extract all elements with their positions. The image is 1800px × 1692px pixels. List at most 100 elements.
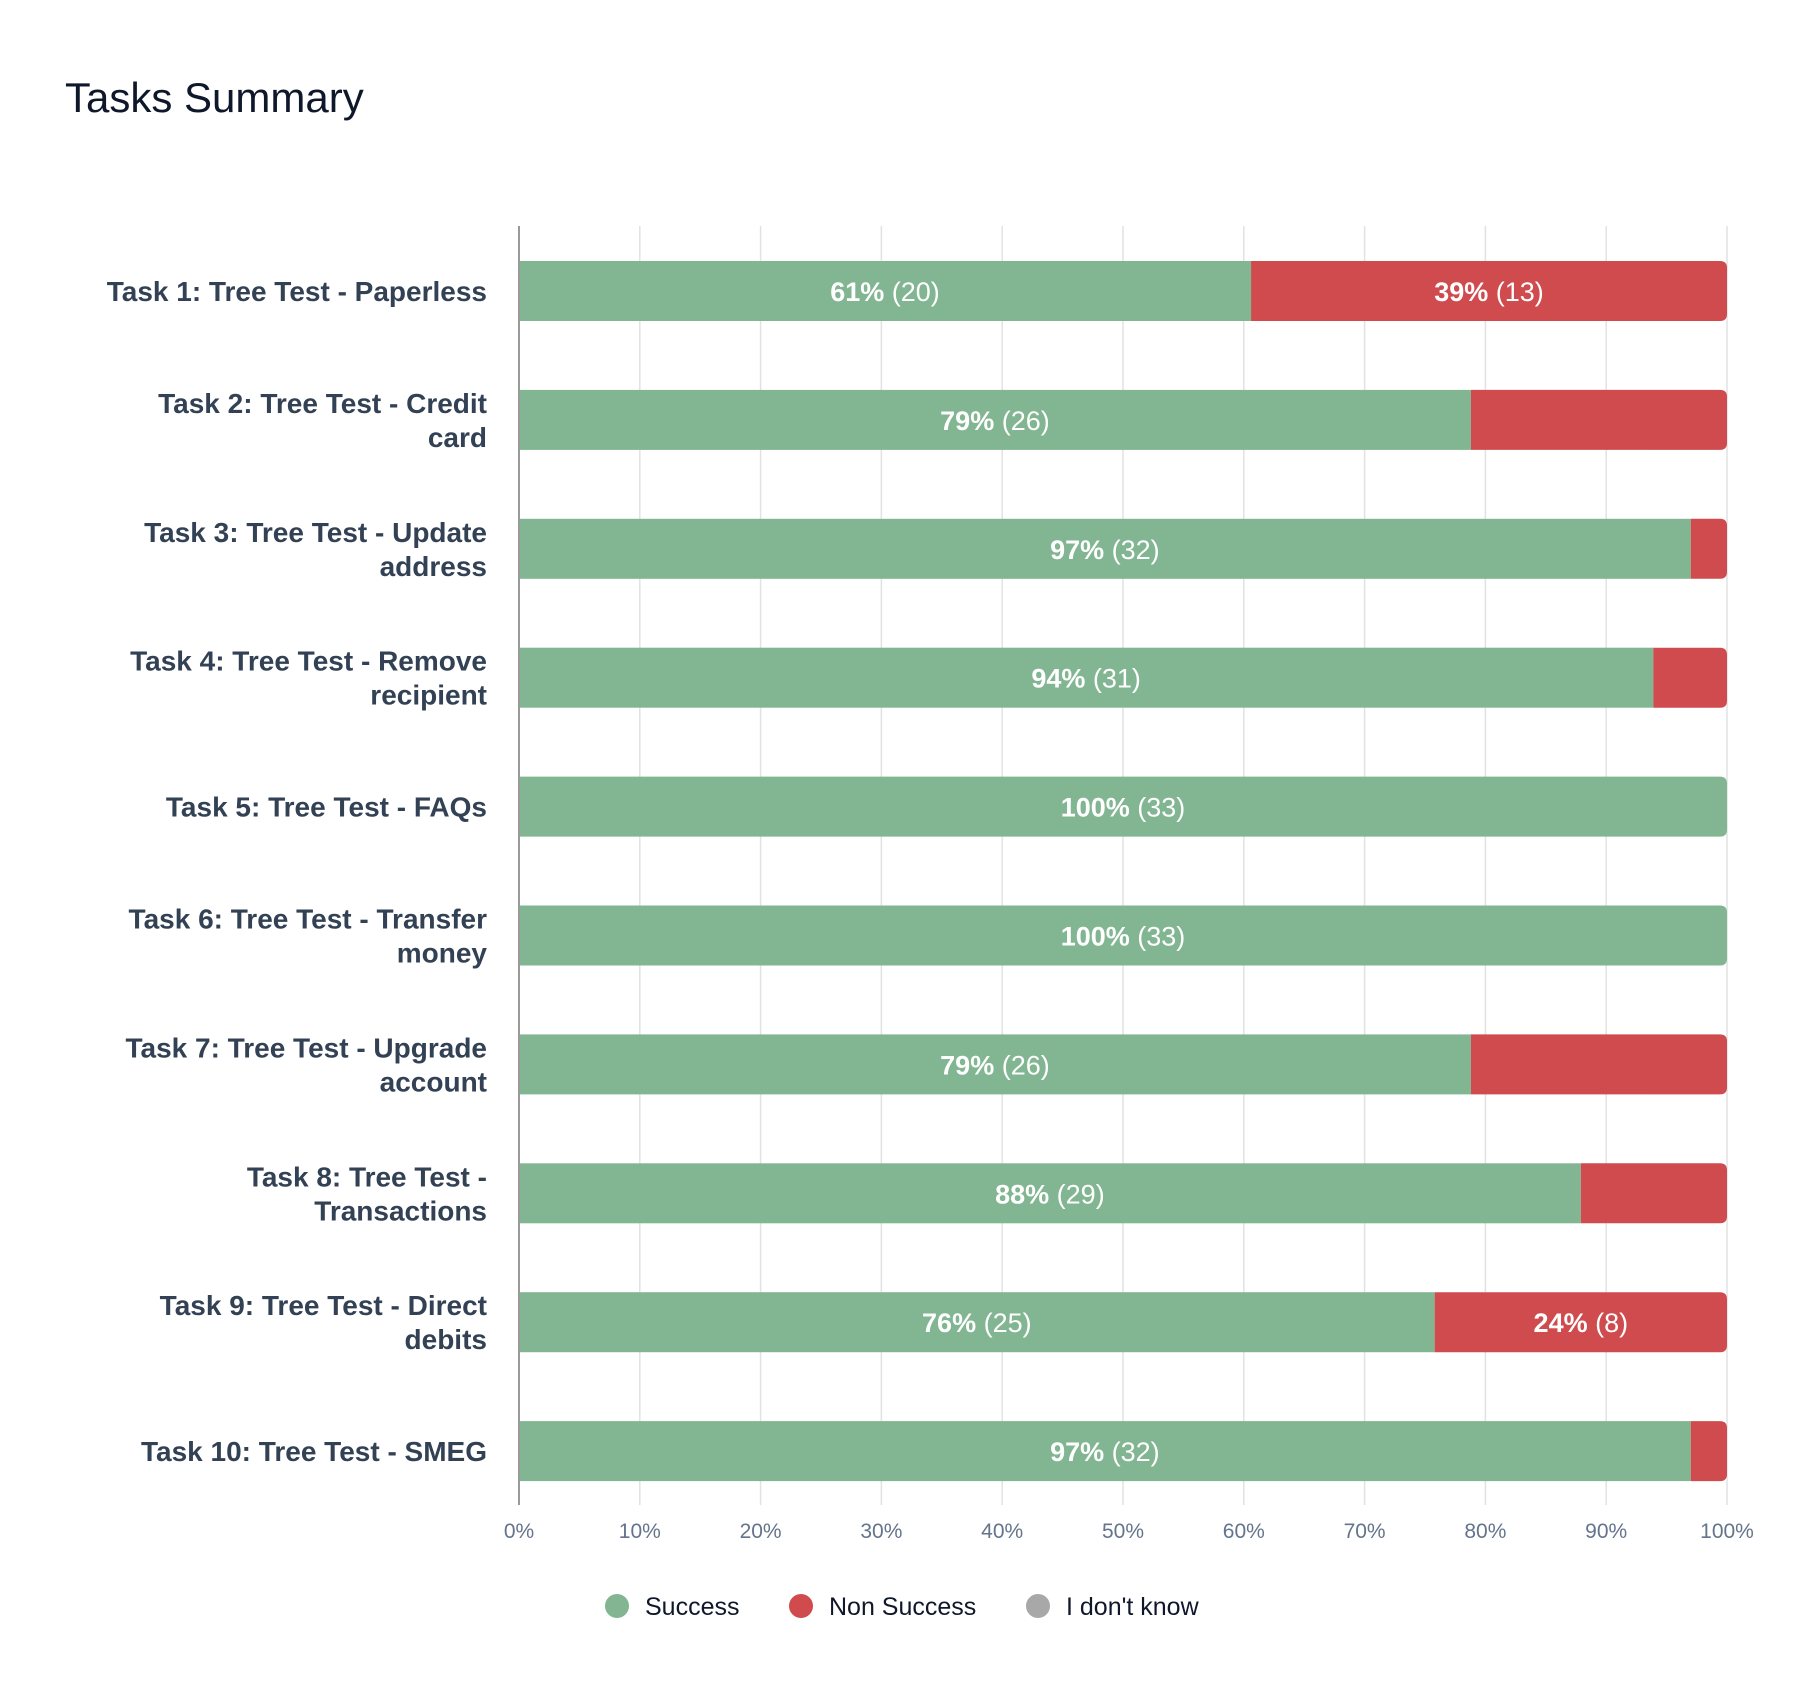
- success-bar: [519, 518, 1691, 579]
- data-label-percent: 88%: [995, 1179, 1049, 1209]
- data-label: 39% (13): [1434, 277, 1544, 307]
- task-label-line: recipient: [370, 680, 487, 711]
- data-label-percent: 100%: [1061, 922, 1130, 952]
- task-label-line: debits: [405, 1324, 487, 1355]
- task-label-line: Task 8: Tree Test -: [247, 1161, 487, 1192]
- data-label-count: (31): [1085, 664, 1141, 694]
- legend-label: I don't know: [1066, 1593, 1200, 1621]
- non-success-bar: [1580, 1163, 1727, 1224]
- non-success-bar: [1470, 1034, 1727, 1095]
- success-bar: [519, 647, 1654, 708]
- data-label: 97% (32): [1050, 535, 1160, 565]
- data-label-count: (32): [1104, 535, 1160, 565]
- task-label-line: Task 9: Tree Test - Direct: [160, 1290, 487, 1321]
- task-label-line: Task 6: Tree Test - Transfer: [129, 904, 488, 935]
- data-label: 79% (26): [940, 1050, 1050, 1080]
- x-tick-label: 100%: [1700, 1520, 1754, 1543]
- data-label: 88% (29): [995, 1179, 1105, 1209]
- data-label-count: (32): [1104, 1437, 1160, 1467]
- legend-marker: [605, 1594, 629, 1618]
- data-label: 76% (25): [922, 1308, 1032, 1338]
- page-title: Tasks Summary: [65, 74, 364, 121]
- task-label-line: address: [380, 551, 487, 582]
- data-label: 100% (33): [1061, 793, 1186, 823]
- data-label: 61% (20): [830, 277, 940, 307]
- legend-label: Success: [645, 1593, 739, 1621]
- data-label-percent: 79%: [940, 1050, 994, 1080]
- legend: Success Non Success I don't know: [605, 1593, 1200, 1621]
- data-label: 24% (8): [1534, 1308, 1629, 1338]
- x-tick-label: 50%: [1102, 1520, 1144, 1543]
- data-label-count: (13): [1488, 277, 1544, 307]
- data-label-count: (26): [994, 1050, 1050, 1080]
- success-bar: [519, 776, 1727, 837]
- task-label: Task 2: Tree Test - Credit card: [158, 388, 487, 453]
- data-label-percent: 39%: [1434, 277, 1488, 307]
- data-label-count: (33): [1130, 922, 1186, 952]
- data-label: 100% (33): [1061, 922, 1186, 952]
- non-success-bar: [1690, 1421, 1727, 1482]
- task-label-line: Task 2: Tree Test - Credit: [158, 388, 487, 419]
- data-label: 94% (31): [1031, 664, 1141, 694]
- success-bar: [519, 1163, 1581, 1224]
- task-label-line: Task 5: Tree Test - FAQs: [166, 792, 487, 823]
- success-bar: [519, 261, 1252, 321]
- data-label-percent: 61%: [830, 277, 884, 307]
- legend-marker: [1026, 1594, 1050, 1618]
- task-label-line: account: [380, 1066, 487, 1097]
- task-label: Task 9: Tree Test - Direct debits: [160, 1290, 487, 1355]
- task-label-line: Task 1: Tree Test - Paperless: [107, 276, 487, 307]
- data-label-percent: 97%: [1050, 535, 1104, 565]
- task-label: Task 5: Tree Test - FAQs: [166, 792, 487, 823]
- task-label-line: card: [428, 422, 487, 453]
- x-tick-label: 40%: [981, 1520, 1023, 1543]
- data-label-count: (8): [1588, 1308, 1629, 1338]
- task-label: Task 6: Tree Test - Transfer money: [129, 904, 488, 969]
- task-label: Task 8: Tree Test -Transactions: [247, 1161, 487, 1226]
- data-label-percent: 79%: [940, 406, 994, 436]
- success-bar: [519, 1034, 1471, 1095]
- data-label-count: (25): [976, 1308, 1032, 1338]
- task-label-line: money: [397, 938, 488, 969]
- task-label-line: Task 7: Tree Test - Upgrade: [125, 1032, 487, 1063]
- task-label: Task 7: Tree Test - Upgrade account: [125, 1032, 487, 1097]
- task-label-line: Task 10: Tree Test - SMEG: [141, 1436, 487, 1467]
- bars: [519, 261, 1727, 1482]
- data-label-count: (29): [1049, 1179, 1105, 1209]
- data-label-percent: 76%: [922, 1308, 976, 1338]
- success-bar: [519, 1421, 1691, 1482]
- non-success-bar: [1251, 261, 1727, 321]
- success-bar: [519, 905, 1727, 966]
- task-label: Task 10: Tree Test - SMEG: [141, 1436, 487, 1467]
- non-success-bar: [1434, 1292, 1727, 1353]
- data-label-percent: 94%: [1031, 664, 1085, 694]
- data-label-count: (26): [994, 406, 1050, 436]
- legend-label: Non Success: [829, 1593, 976, 1621]
- data-label-percent: 100%: [1061, 793, 1130, 823]
- non-success-bar: [1470, 389, 1727, 450]
- data-label: 97% (32): [1050, 1437, 1160, 1467]
- success-bar: [519, 1292, 1435, 1353]
- data-label-count: (33): [1130, 793, 1186, 823]
- x-tick-label: 10%: [619, 1520, 661, 1543]
- x-tick-label: 20%: [740, 1520, 782, 1543]
- x-tick-label: 0%: [504, 1520, 534, 1543]
- legend-marker: [789, 1594, 813, 1618]
- non-success-bar: [1690, 518, 1727, 579]
- task-label-line: Task 3: Tree Test - Update: [144, 517, 487, 548]
- task-label-line: Transactions: [314, 1195, 487, 1226]
- x-tick-label: 30%: [860, 1520, 902, 1543]
- data-label-count: (20): [884, 277, 940, 307]
- task-label: Task 3: Tree Test - Update address: [144, 517, 487, 582]
- data-label-percent: 97%: [1050, 1437, 1104, 1467]
- success-bar: [519, 389, 1471, 450]
- x-tick-label: 80%: [1464, 1520, 1506, 1543]
- task-label: Task 1: Tree Test - Paperless: [107, 276, 487, 307]
- data-label: 79% (26): [940, 406, 1050, 436]
- x-tick-label: 90%: [1585, 1520, 1627, 1543]
- x-tick-label: 70%: [1344, 1520, 1386, 1543]
- data-label-percent: 24%: [1534, 1308, 1588, 1338]
- task-label-line: Task 4: Tree Test - Remove: [130, 646, 487, 677]
